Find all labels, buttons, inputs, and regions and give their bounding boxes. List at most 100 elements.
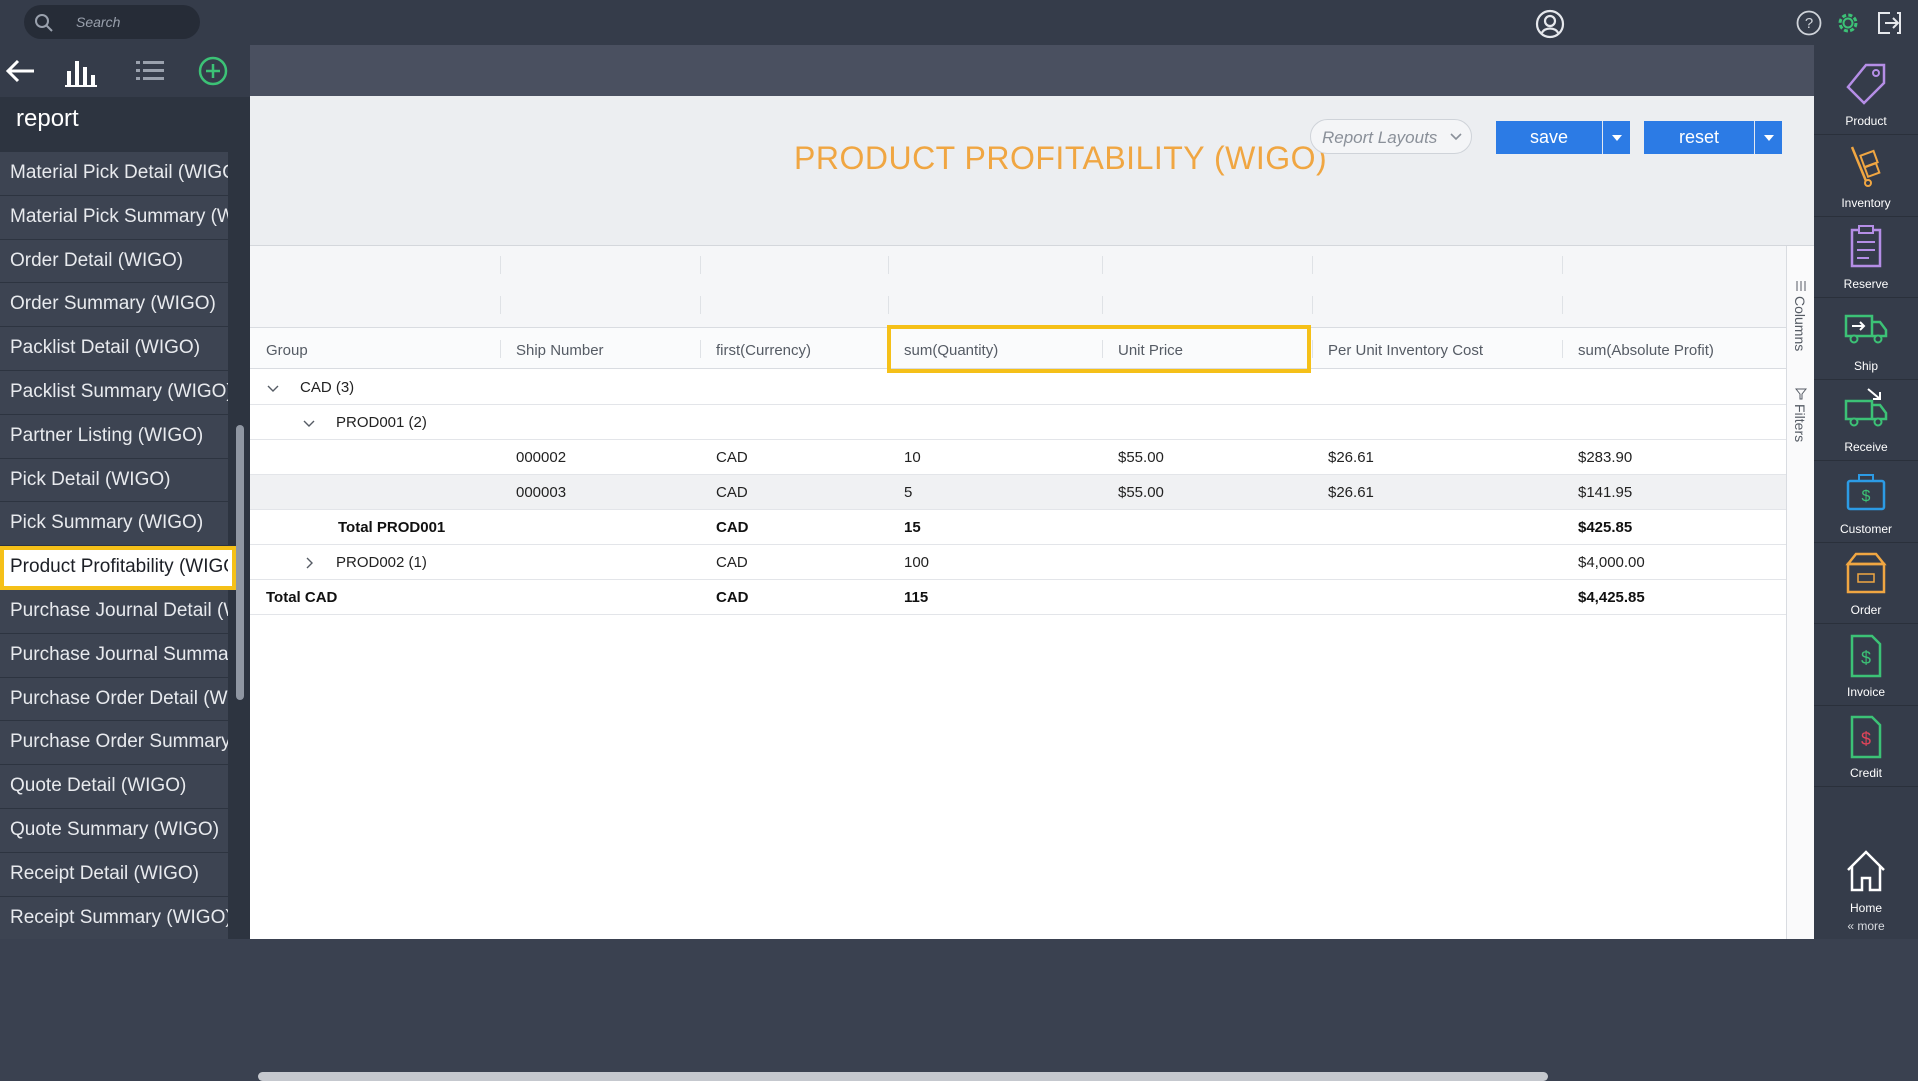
sidebar-item[interactable]: Pick Summary (WIGO) [0,502,228,547]
cell-cost: $26.61 [1328,484,1374,501]
main-header-strip [250,45,1814,96]
sidebar-item[interactable]: Order Summary (WIGO) [0,283,228,328]
total-row[interactable]: Total CAD CAD 115 $4,425.85 [250,580,1786,615]
rnav-item-receive[interactable]: Receive [1814,379,1918,461]
rnav-item-credit[interactable]: $ Credit [1814,705,1918,787]
sidebar-item[interactable]: Purchase Journal Summary (WIGO) [0,633,228,678]
gear-icon[interactable] [1834,9,1862,37]
sidebar-item-label: Pick Detail (WIGO) [10,468,171,490]
column-header-ship-number[interactable]: Ship Number [516,342,604,359]
group-row[interactable]: PROD001 (2) [250,405,1786,440]
column-header-absolute-profit[interactable]: sum(Absolute Profit) [1578,342,1714,359]
rnav-item-label: Customer [1839,521,1892,536]
cell-currency: CAD [716,554,748,571]
more-link[interactable]: « more [1847,919,1885,933]
sidebar-item-label: Material Pick Summary (WIGO) [10,205,228,227]
group-label: CAD (3) [300,379,355,396]
sidebar-item[interactable]: Purchase Order Detail (WIGO) [0,677,228,722]
user-icon[interactable] [1535,9,1565,39]
save-button[interactable]: save [1496,121,1602,154]
report-layouts-select[interactable]: Report Layouts [1310,119,1472,154]
list-icon[interactable] [134,55,166,87]
sidebar-item[interactable]: Receipt Detail (WIGO) [0,852,228,897]
cell-profit: $425.85 [1578,519,1633,536]
sidebar-item-label: Purchase Order Detail (WIGO) [10,687,228,709]
rnav-item-ship[interactable]: Ship [1814,298,1918,380]
report-menu: Material Pick Detail (WIGO) Material Pick… [0,152,236,939]
rnav-item-product[interactable]: Product [1814,53,1918,135]
cell-qty: 115 [904,589,929,606]
logout-icon[interactable] [1876,10,1902,36]
report-header: PRODUCT PROFITABILITY (WIGO) Report Layo… [250,96,1814,246]
search-input[interactable]: Search [24,5,200,39]
sidebar-item-label: Quote Detail (WIGO) [10,775,187,797]
sidebar-item[interactable]: Packlist Summary (WIGO) [0,370,228,415]
sidebar-item[interactable]: Order Detail (WIGO) [0,239,228,284]
cell-cost: $26.61 [1328,449,1374,466]
column-header-unit-inventory-cost[interactable]: Per Unit Inventory Cost [1328,342,1484,359]
save-dropdown-button[interactable] [1602,121,1630,154]
table-row[interactable]: 000003 CAD 5 $55.00 $26.61 $141.95 [250,475,1786,510]
rnav-item-home[interactable]: Home [1814,840,1918,922]
rnav-item-invoice[interactable]: $ Invoice [1814,624,1918,706]
columns-tab[interactable]: Columns [1792,296,1808,352]
rnav-item-order[interactable]: Order [1814,542,1918,624]
rnav-item-label: Ship [1853,358,1879,373]
sidebar-item[interactable]: Purchase Journal Detail (WIGO) [0,589,228,634]
rnav-item-inventory[interactable]: Inventory [1814,135,1918,217]
help-icon[interactable]: ? [1796,10,1822,36]
truck-in-icon [1844,388,1888,427]
group-row[interactable]: CAD (3) [250,370,1786,405]
rnav-item-reserve[interactable]: Reserve [1814,216,1918,298]
sidebar-item-label: Order Detail (WIGO) [10,249,184,271]
sidebar-scrollbar[interactable] [236,425,244,700]
cell-currency: CAD [716,484,748,501]
sidebar-toolbar [0,45,250,97]
cell-ship: 000002 [516,449,567,466]
sidebar-item[interactable]: Pick Detail (WIGO) [0,458,228,503]
reset-dropdown-button[interactable] [1754,121,1782,154]
column-header-currency[interactable]: first(Currency) [716,342,812,359]
sidebar-item[interactable]: Material Pick Detail (WIGO) [0,152,228,196]
report-title: PRODUCT PROFITABILITY (WIGO) [794,140,1328,176]
add-circle-icon[interactable] [197,55,229,87]
rnav-item-label: Reserve [1843,277,1889,291]
rnav-item-customer[interactable]: $ Customer [1814,461,1918,543]
report-layouts-placeholder: Report Layouts [1322,128,1438,147]
sidebar-title: report [16,105,79,132]
chevron-right-icon[interactable] [302,556,316,570]
back-arrow-icon[interactable] [4,55,36,87]
table-row[interactable]: 000002 CAD 10 $55.00 $26.61 $283.90 [250,440,1786,475]
sidebar-item[interactable]: Quote Detail (WIGO) [0,765,228,809]
bar-chart-icon[interactable] [64,55,98,87]
column-header-quantity[interactable]: sum(Quantity) [904,342,999,359]
sidebar-item[interactable]: Purchase Order Summary (WIGO) [0,721,228,766]
rnav-item-label: Product [1845,114,1887,128]
sidebar-item-label: Purchase Journal Detail (WIGO) [10,599,228,621]
cell-price: $55.00 [1118,449,1164,466]
total-row[interactable]: Total PROD001 CAD 15 $425.85 [250,510,1786,545]
column-header-unit-price[interactable]: Unit Price [1118,342,1184,359]
sidebar-item[interactable]: Partner Listing (WIGO) [0,414,228,459]
horizontal-scrollbar[interactable] [258,1072,1548,1081]
top-bar: Search ? [0,0,1918,45]
cell-currency: CAD [716,589,749,606]
reset-button[interactable]: reset [1644,121,1754,154]
sidebar-item[interactable]: Quote Summary (WIGO) [0,808,228,853]
column-header-row [250,328,1786,369]
sidebar-item[interactable]: Receipt Summary (WIGO) [0,896,228,939]
svg-text:?: ? [1805,15,1813,32]
filters-tab[interactable]: Filters [1792,404,1808,443]
sidebar-item[interactable]: Product Profitability (WIGO) [0,546,236,590]
chevron-down-icon[interactable] [302,416,316,430]
group-row[interactable]: PROD002 (1) CAD 100 $4,000.00 [250,545,1786,580]
cell-currency: CAD [716,519,749,536]
sidebar-item[interactable]: Material Pick Summary (WIGO) [0,195,228,240]
cell-currency: CAD [716,449,748,466]
chevron-down-icon[interactable] [266,381,280,395]
sidebar-item[interactable]: Packlist Detail (WIGO) [0,327,228,371]
svg-text:$: $ [1862,488,1871,505]
cell-profit: $4,000.00 [1578,554,1645,571]
column-header-group[interactable]: Group [266,342,308,359]
home-icon [1847,850,1885,892]
